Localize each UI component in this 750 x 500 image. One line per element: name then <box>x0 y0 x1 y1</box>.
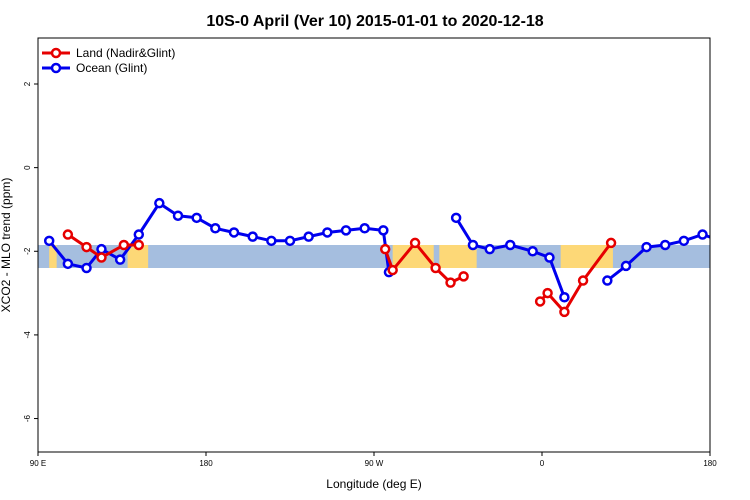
data-point <box>96 252 107 263</box>
data-point <box>641 241 652 253</box>
data-point <box>359 223 370 234</box>
y-axis-label: XCO2 - MLO trend (ppm) <box>0 178 13 313</box>
data-point <box>81 262 92 274</box>
x-axis-label: Longitude (deg E) <box>326 477 421 491</box>
data-point <box>340 225 352 236</box>
data-point <box>620 260 632 272</box>
data-point <box>445 277 456 288</box>
y-tick-label: -4 <box>23 331 32 339</box>
data-point <box>247 231 258 242</box>
data-point <box>544 252 555 263</box>
data-point <box>62 258 74 270</box>
x-tick-label: 180 <box>199 459 213 468</box>
data-point <box>409 237 421 249</box>
data-point <box>734 231 742 239</box>
data-point <box>96 243 107 255</box>
data-point <box>505 239 516 251</box>
data-point <box>172 210 184 221</box>
data-point <box>62 229 74 240</box>
legend-label: Land (Nadir&Glint) <box>76 46 175 60</box>
land-band-segment <box>560 245 613 268</box>
data-point <box>43 235 55 247</box>
data-point <box>387 264 398 276</box>
land-band-segment <box>439 245 477 268</box>
data-point <box>228 227 240 238</box>
data-point <box>81 241 92 253</box>
x-tick-label: 90 W <box>365 459 384 468</box>
data-point <box>133 229 145 240</box>
data-point <box>378 225 389 236</box>
data-point <box>542 287 553 299</box>
legend-item: Ocean (Glint) <box>42 61 147 75</box>
land-band-segment <box>392 245 434 268</box>
y-tick-label: -2 <box>23 247 32 255</box>
data-point <box>210 223 221 234</box>
y-axis: -6 -4 -2 0 2 <box>23 81 38 422</box>
x-tick-label: 180 <box>703 459 717 468</box>
series-group <box>62 229 750 318</box>
legend-marker <box>50 47 62 59</box>
data-point <box>659 239 671 251</box>
x-tick-label: 0 <box>540 459 545 468</box>
y-tick-label: 2 <box>23 81 32 86</box>
data-point <box>430 262 441 274</box>
surface-band <box>38 245 710 268</box>
land-band-segment <box>127 245 149 268</box>
data-point <box>734 260 742 268</box>
series-line <box>606 233 710 282</box>
y-tick-label: -6 <box>23 414 32 422</box>
legend: Land (Nadir&Glint)Ocean (Glint) <box>42 46 175 75</box>
data-point <box>266 235 277 247</box>
data-point <box>450 212 462 224</box>
land-band-segment <box>49 245 57 268</box>
data-point <box>602 275 613 286</box>
x-axis: 90 E 180 90 W 0 180 <box>30 452 717 468</box>
data-point <box>284 235 296 247</box>
chart-title: 10S-0 April (Ver 10) 2015-01-01 to 2020-… <box>206 13 543 30</box>
data-point <box>697 229 708 240</box>
data-point <box>717 237 725 245</box>
data-point <box>467 239 479 251</box>
data-point <box>534 296 546 307</box>
ocean-band <box>38 245 710 268</box>
legend-marker <box>50 62 62 74</box>
data-point <box>527 246 538 257</box>
data-point <box>133 239 145 251</box>
data-point <box>605 237 617 249</box>
data-point <box>114 254 126 265</box>
data-point <box>458 271 469 282</box>
data-point <box>678 235 690 247</box>
data-point <box>484 243 495 255</box>
data-point <box>322 227 333 238</box>
data-point <box>577 275 589 286</box>
series-layer <box>43 197 750 318</box>
legend-item: Land (Nadir&Glint) <box>42 46 175 60</box>
legend-label: Ocean (Glint) <box>76 61 147 75</box>
plot-area <box>37 37 750 453</box>
data-point <box>559 292 570 303</box>
series-line <box>738 235 750 258</box>
data-point <box>303 231 314 242</box>
data-point <box>191 212 202 224</box>
data-point <box>118 239 130 251</box>
data-point <box>154 197 165 209</box>
data-point <box>379 243 391 255</box>
data-point <box>559 306 570 318</box>
y-tick-label: 0 <box>23 165 32 170</box>
x-tick-label: 90 E <box>30 459 46 468</box>
